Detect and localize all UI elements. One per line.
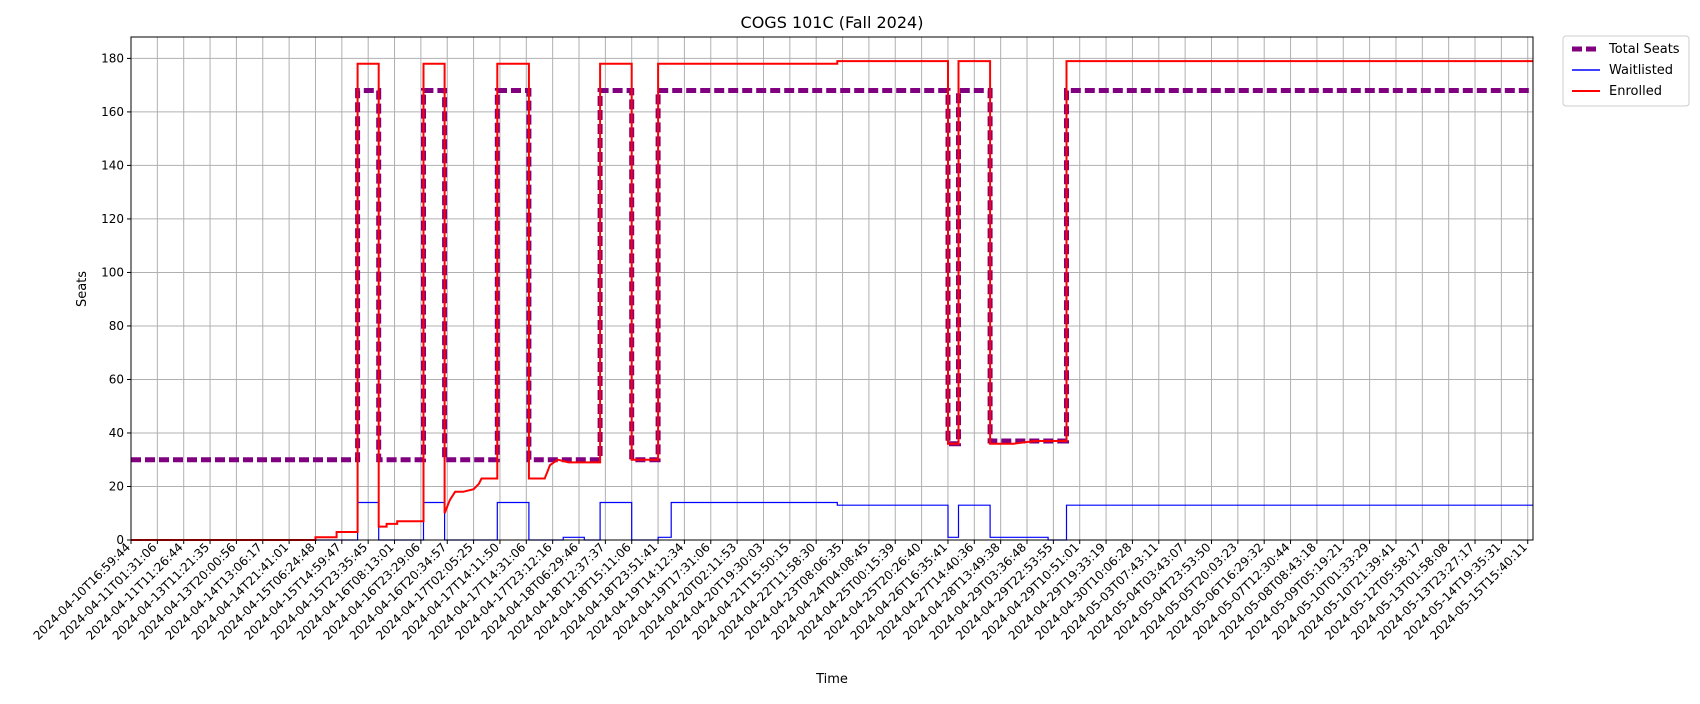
y-tick-label: 80 (109, 319, 124, 333)
y-tick-label: 20 (109, 479, 124, 493)
legend: Total Seats Waitlisted Enrolled (1562, 35, 1690, 107)
series-layer (131, 60, 1533, 541)
series-line-waitlisted (131, 501, 1533, 541)
chart-title: COGS 101C (Fall 2024) (741, 13, 924, 32)
y-tick-label: 180 (101, 51, 124, 65)
y-tick-label: 60 (109, 372, 124, 386)
x-axis-label: Time (815, 672, 848, 687)
plot-frame (130, 36, 1534, 541)
y-tick-label: 140 (101, 158, 124, 172)
y-tick-label: 120 (101, 212, 124, 226)
legend-label-waitlisted: Waitlisted (1609, 63, 1673, 78)
y-tick-label: 100 (101, 265, 124, 279)
legend-label-enrolled: Enrolled (1609, 84, 1662, 99)
y-axis: 0 20 40 60 80 100 120 140 160 180 (101, 51, 131, 547)
y-axis-label: Seats (75, 271, 90, 307)
legend-frame (1562, 35, 1690, 107)
legend-label-total-seats: Total Seats (1608, 42, 1680, 57)
y-tick-label: 0 (116, 533, 124, 547)
series-line-enrolled (131, 60, 1533, 541)
y-tick-label: 40 (109, 426, 124, 440)
y-tick-label: 160 (101, 105, 124, 119)
series-line-total-seats (131, 88, 1533, 463)
